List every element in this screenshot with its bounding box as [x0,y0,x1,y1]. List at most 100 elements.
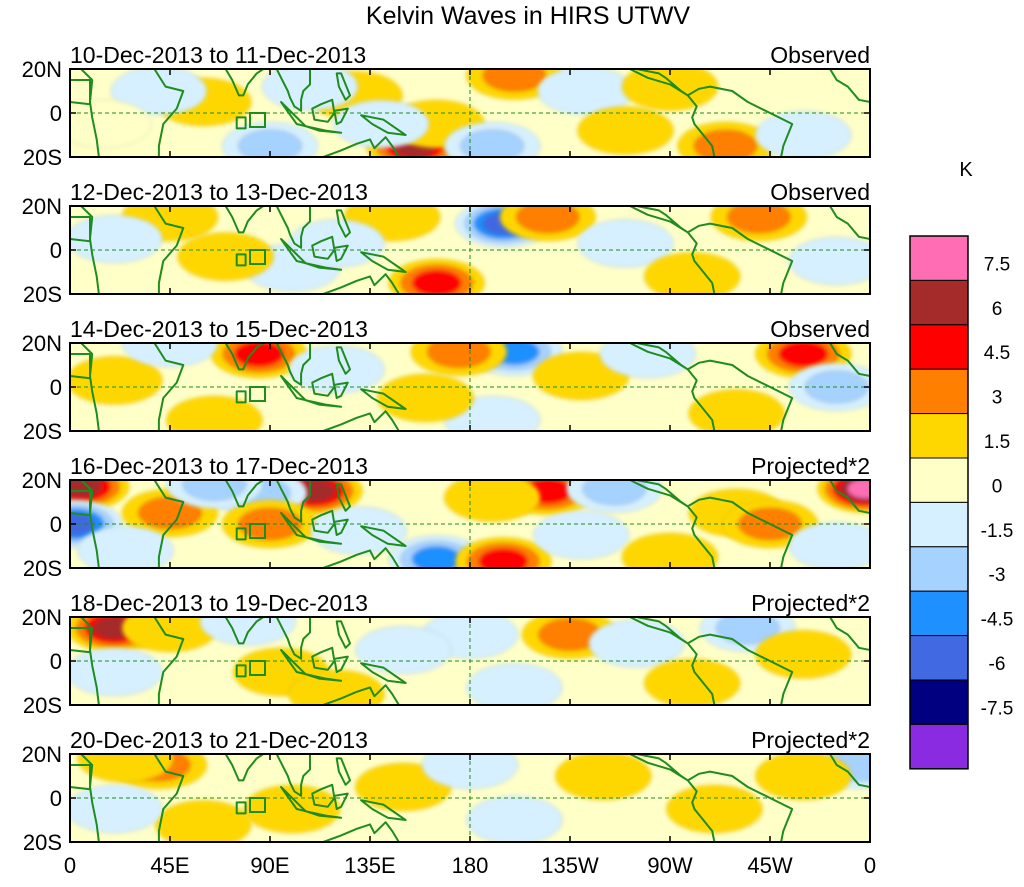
contour-level [443,480,541,522]
coastline [322,547,400,568]
contour-level [182,480,247,501]
contour-level [411,269,462,294]
contour-level [555,754,652,801]
colorbar-label: 0 [992,476,1003,497]
coastline [333,381,349,399]
anomaly-blob [221,121,319,157]
x-tick-label: 0 [64,853,76,878]
anomaly-blob [261,69,359,111]
panel-date-label: 20-Dec-2013 to 21-Dec-2013 [70,727,368,753]
coastline [360,662,407,684]
panel-kind-label: Observed [770,179,870,205]
colorbar-swatch [909,679,969,725]
anomaly-blob [455,537,552,568]
x-tick-label: 180 [452,853,489,878]
y-tick-label: 20S [23,282,62,307]
coastline [275,69,311,112]
coastline [333,244,349,262]
y-tick-label: 20S [23,145,62,170]
coastline [333,107,349,125]
coastline [629,206,794,294]
anomaly-blob [755,630,852,679]
y-tick-label: 20N [22,742,62,767]
colorbar-swatch [909,324,969,370]
contour-level [588,619,685,668]
coastline [304,125,343,134]
panel-date-label: 12-Dec-2013 to 13-Dec-2013 [70,179,368,205]
coastline [360,799,407,821]
y-tick-label: 0 [50,375,62,400]
anomaly-blob [155,800,252,842]
contour-level [70,647,163,697]
y-tick-label: 20N [22,468,62,493]
y-tick-label: 20S [23,556,62,581]
anomaly-blob [599,343,697,379]
contour-level [715,617,780,645]
y-tick-label: 0 [50,649,62,674]
colorbar-swatch [909,279,969,326]
panel-3: 20N 0 20S 14-Dec-2013 to 15-Dec-2013 Observe… [22,316,871,444]
y-tick-label: 20S [23,419,62,444]
anomaly-blob [77,526,174,568]
coastline [304,810,343,819]
coastline [629,69,794,157]
colorbar-label: 6 [992,299,1003,320]
colorbar-label: 3 [992,388,1003,409]
coastline [70,79,91,106]
y-tick-label: 0 [50,101,62,126]
anomaly-blob [70,784,163,834]
anomaly-blob [121,343,219,368]
coastline [333,518,349,536]
contour-level [643,658,741,705]
coastline [235,116,247,130]
region-box [249,249,266,265]
contour-level [466,795,563,842]
anomaly-blob [70,214,163,264]
coastline [360,251,407,273]
anomaly-blob [443,480,541,522]
x-tick-label: 90E [250,853,289,878]
coastline [322,136,400,157]
coastline [335,620,351,649]
coastline [335,209,351,238]
contour-level [121,343,219,368]
coastline [70,216,91,243]
y-tick-label: 20N [22,331,62,356]
panel-4: 20N 0 20S 16-Dec-2013 to 17-Dec-2013 Project… [22,453,871,581]
coastline [829,480,870,514]
coastline [335,483,351,512]
colorbar-swatch [909,457,969,503]
anomaly-blob [77,754,174,783]
contour-level [288,219,385,268]
region-box [249,523,266,539]
contour-level [693,129,758,157]
anomaly-blob [466,663,563,705]
coastline [304,262,343,271]
contour-level [70,784,163,834]
anomaly-blob [388,258,485,294]
contour-level [666,784,763,834]
contour-level [788,236,870,286]
contour-level [466,663,563,705]
anomaly-blob [499,206,597,242]
coastline [335,757,351,786]
contour-level [137,496,203,530]
colorbar-swatch [909,635,969,681]
coastline [280,375,307,402]
region-box [249,660,266,676]
anomaly-blob [243,784,341,834]
panel-5: 20N 0 20S 18-Dec-2013 to 19-Dec-2013 Project… [22,590,871,718]
anomaly-blob [466,795,563,842]
region-box [249,797,266,813]
coastlines [70,754,870,842]
x-tick-label: 45E [150,853,189,878]
contour-level [377,373,474,423]
coastline [629,754,794,842]
colorbar-swatch [909,368,969,415]
panel-kind-label: Projected*2 [751,727,870,753]
contour-level [577,219,674,268]
panel-6: 20N 0 20S 20-Dec-2013 to 21-Dec-2013 Project… [22,727,871,855]
coastline [360,525,407,547]
coastline [629,343,794,431]
panels-group: 20N 0 20S 10-Dec-2013 to 11-Dec-2013 Observe… [22,42,871,855]
